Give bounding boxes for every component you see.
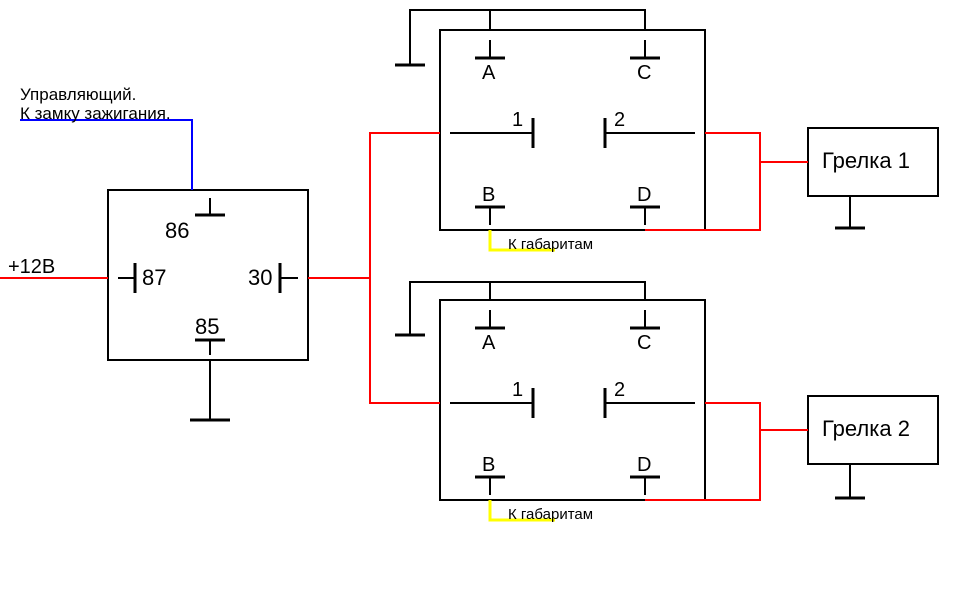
label-30: 30	[248, 265, 272, 291]
label-86: 86	[165, 218, 189, 244]
label-sw1-gabarit: К габаритам	[508, 236, 593, 253]
wire-sw1-d-to-heater	[645, 162, 808, 230]
label-heater2: Грелка 2	[822, 416, 910, 442]
wire-sw1-2-out	[705, 133, 760, 195]
label-sw1-C: C	[637, 62, 651, 85]
label-sw1-2: 2	[614, 109, 625, 132]
label-sw1-B: B	[482, 184, 495, 207]
label-control-1: Управляющий.	[20, 85, 136, 105]
label-heater1: Грелка 1	[822, 148, 910, 174]
label-12v: +12В	[8, 256, 55, 279]
wire-control-blue	[20, 120, 192, 190]
label-sw2-2: 2	[614, 379, 625, 402]
label-sw2-A: A	[482, 332, 495, 355]
wiring-diagram	[0, 0, 960, 601]
wire-sw2-2-out	[705, 403, 760, 465]
label-sw2-B: B	[482, 454, 495, 477]
label-sw1-D: D	[637, 184, 651, 207]
label-sw2-C: C	[637, 332, 651, 355]
switch2-box	[440, 300, 705, 500]
label-sw1-A: A	[482, 62, 495, 85]
label-control-2: К замку зажигания.	[20, 104, 171, 124]
switch1-box	[440, 30, 705, 230]
label-87: 87	[142, 265, 166, 291]
label-sw2-1: 1	[512, 379, 523, 402]
wire-30-to-sw1	[370, 133, 440, 278]
wire-sw1-c-link	[490, 10, 645, 30]
label-sw2-D: D	[637, 454, 651, 477]
wire-sw2-c-link	[490, 282, 645, 300]
label-85: 85	[195, 314, 219, 340]
wire-sw2-d-to-heater	[645, 430, 808, 500]
label-sw1-1: 1	[512, 109, 523, 132]
wire-30-to-sw2	[370, 278, 440, 403]
label-sw2-gabarit: К габаритам	[508, 506, 593, 523]
